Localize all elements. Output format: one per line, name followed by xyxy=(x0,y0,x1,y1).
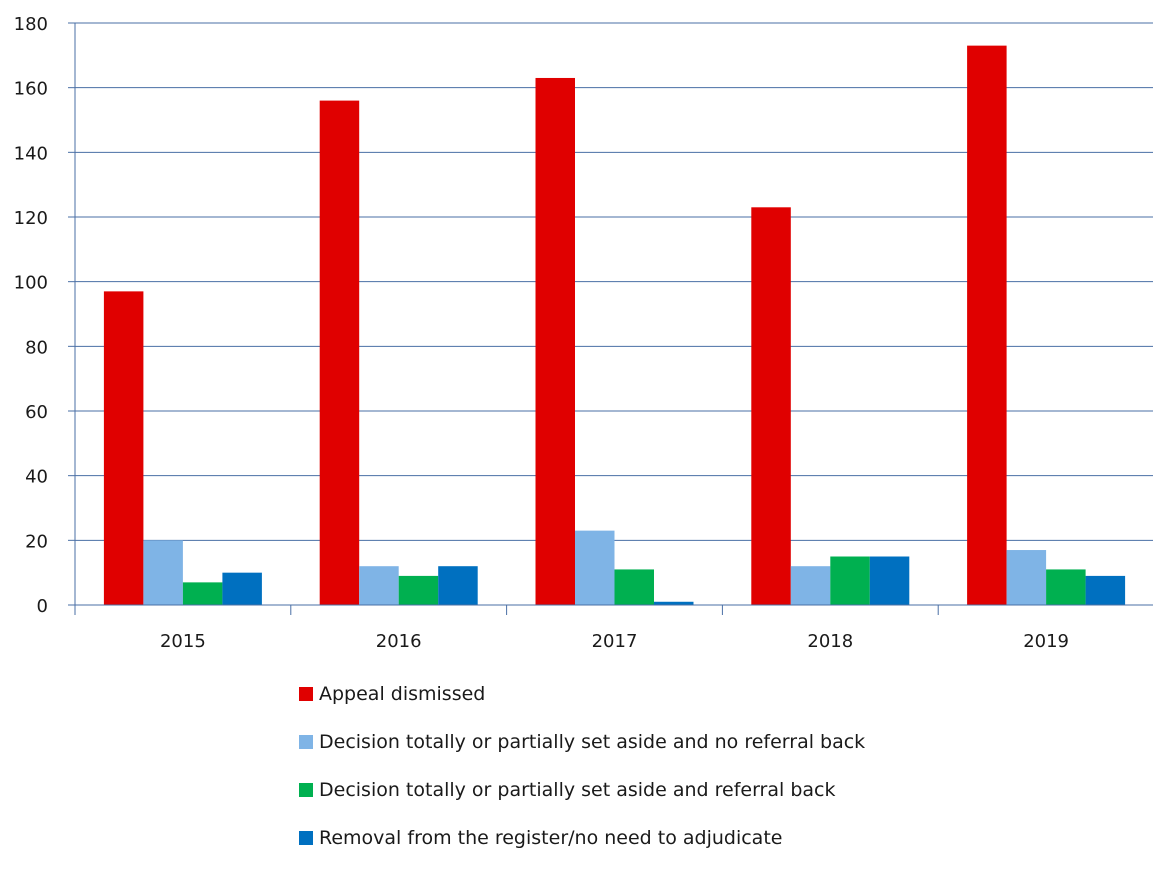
bar xyxy=(319,100,360,605)
bar xyxy=(1006,550,1047,605)
y-tick-label: 100 xyxy=(14,273,48,294)
axes xyxy=(68,22,1153,615)
y-tick-label: 80 xyxy=(25,337,48,358)
legend-item: Decision totally or partially set aside … xyxy=(299,778,865,802)
legend-item: Removal from the register/no need to adj… xyxy=(299,826,865,850)
x-tick-label: 2015 xyxy=(160,631,206,652)
bar xyxy=(535,77,575,605)
x-tick-label: 2018 xyxy=(807,631,853,652)
y-tick-label: 60 xyxy=(25,402,48,423)
legend-item: Decision totally or partially set aside … xyxy=(299,730,865,754)
legend-label: Appeal dismissed xyxy=(319,683,486,705)
legend-item: Appeal dismissed xyxy=(299,682,865,706)
y-tick-label: 140 xyxy=(14,143,48,164)
legend-label: Decision totally or partially set aside … xyxy=(319,779,836,801)
y-tick-label: 0 xyxy=(37,596,48,617)
bar xyxy=(790,566,831,605)
legend-swatch xyxy=(299,735,313,749)
legend: Appeal dismissed Decision totally or part… xyxy=(299,682,865,874)
y-tick-labels: 0 20 40 60 80 100 120 140 160 180 xyxy=(14,14,48,617)
bar xyxy=(1046,569,1086,605)
bar xyxy=(359,566,399,605)
grid-lines xyxy=(75,22,1153,541)
bar xyxy=(222,572,262,605)
x-tick-label: 2019 xyxy=(1023,631,1069,652)
bar xyxy=(1085,575,1126,605)
bar xyxy=(103,291,144,605)
bar xyxy=(143,540,183,605)
legend-swatch xyxy=(299,687,313,701)
bar xyxy=(438,566,478,605)
x-tick-labels: 2015 2016 2017 2018 2019 xyxy=(160,631,1069,652)
bar xyxy=(614,569,654,605)
y-tick-label: 20 xyxy=(25,531,48,552)
bar xyxy=(869,556,910,605)
legend-label: Removal from the register/no need to adj… xyxy=(319,827,783,849)
x-tick-label: 2017 xyxy=(592,631,638,652)
y-tick-label: 160 xyxy=(14,79,48,100)
bar xyxy=(967,45,1007,605)
x-tick-label: 2016 xyxy=(376,631,422,652)
y-tick-label: 180 xyxy=(14,14,48,35)
y-tick-label: 40 xyxy=(25,467,48,488)
bar xyxy=(654,601,694,605)
bar xyxy=(182,582,223,605)
y-tick-label: 120 xyxy=(14,208,48,229)
bar xyxy=(830,556,870,605)
legend-swatch xyxy=(299,831,313,845)
legend-swatch xyxy=(299,783,313,797)
bar xyxy=(398,575,439,605)
bar xyxy=(751,207,791,606)
bar xyxy=(575,530,615,605)
legend-label: Decision totally or partially set aside … xyxy=(319,731,866,753)
bars xyxy=(103,45,1126,606)
